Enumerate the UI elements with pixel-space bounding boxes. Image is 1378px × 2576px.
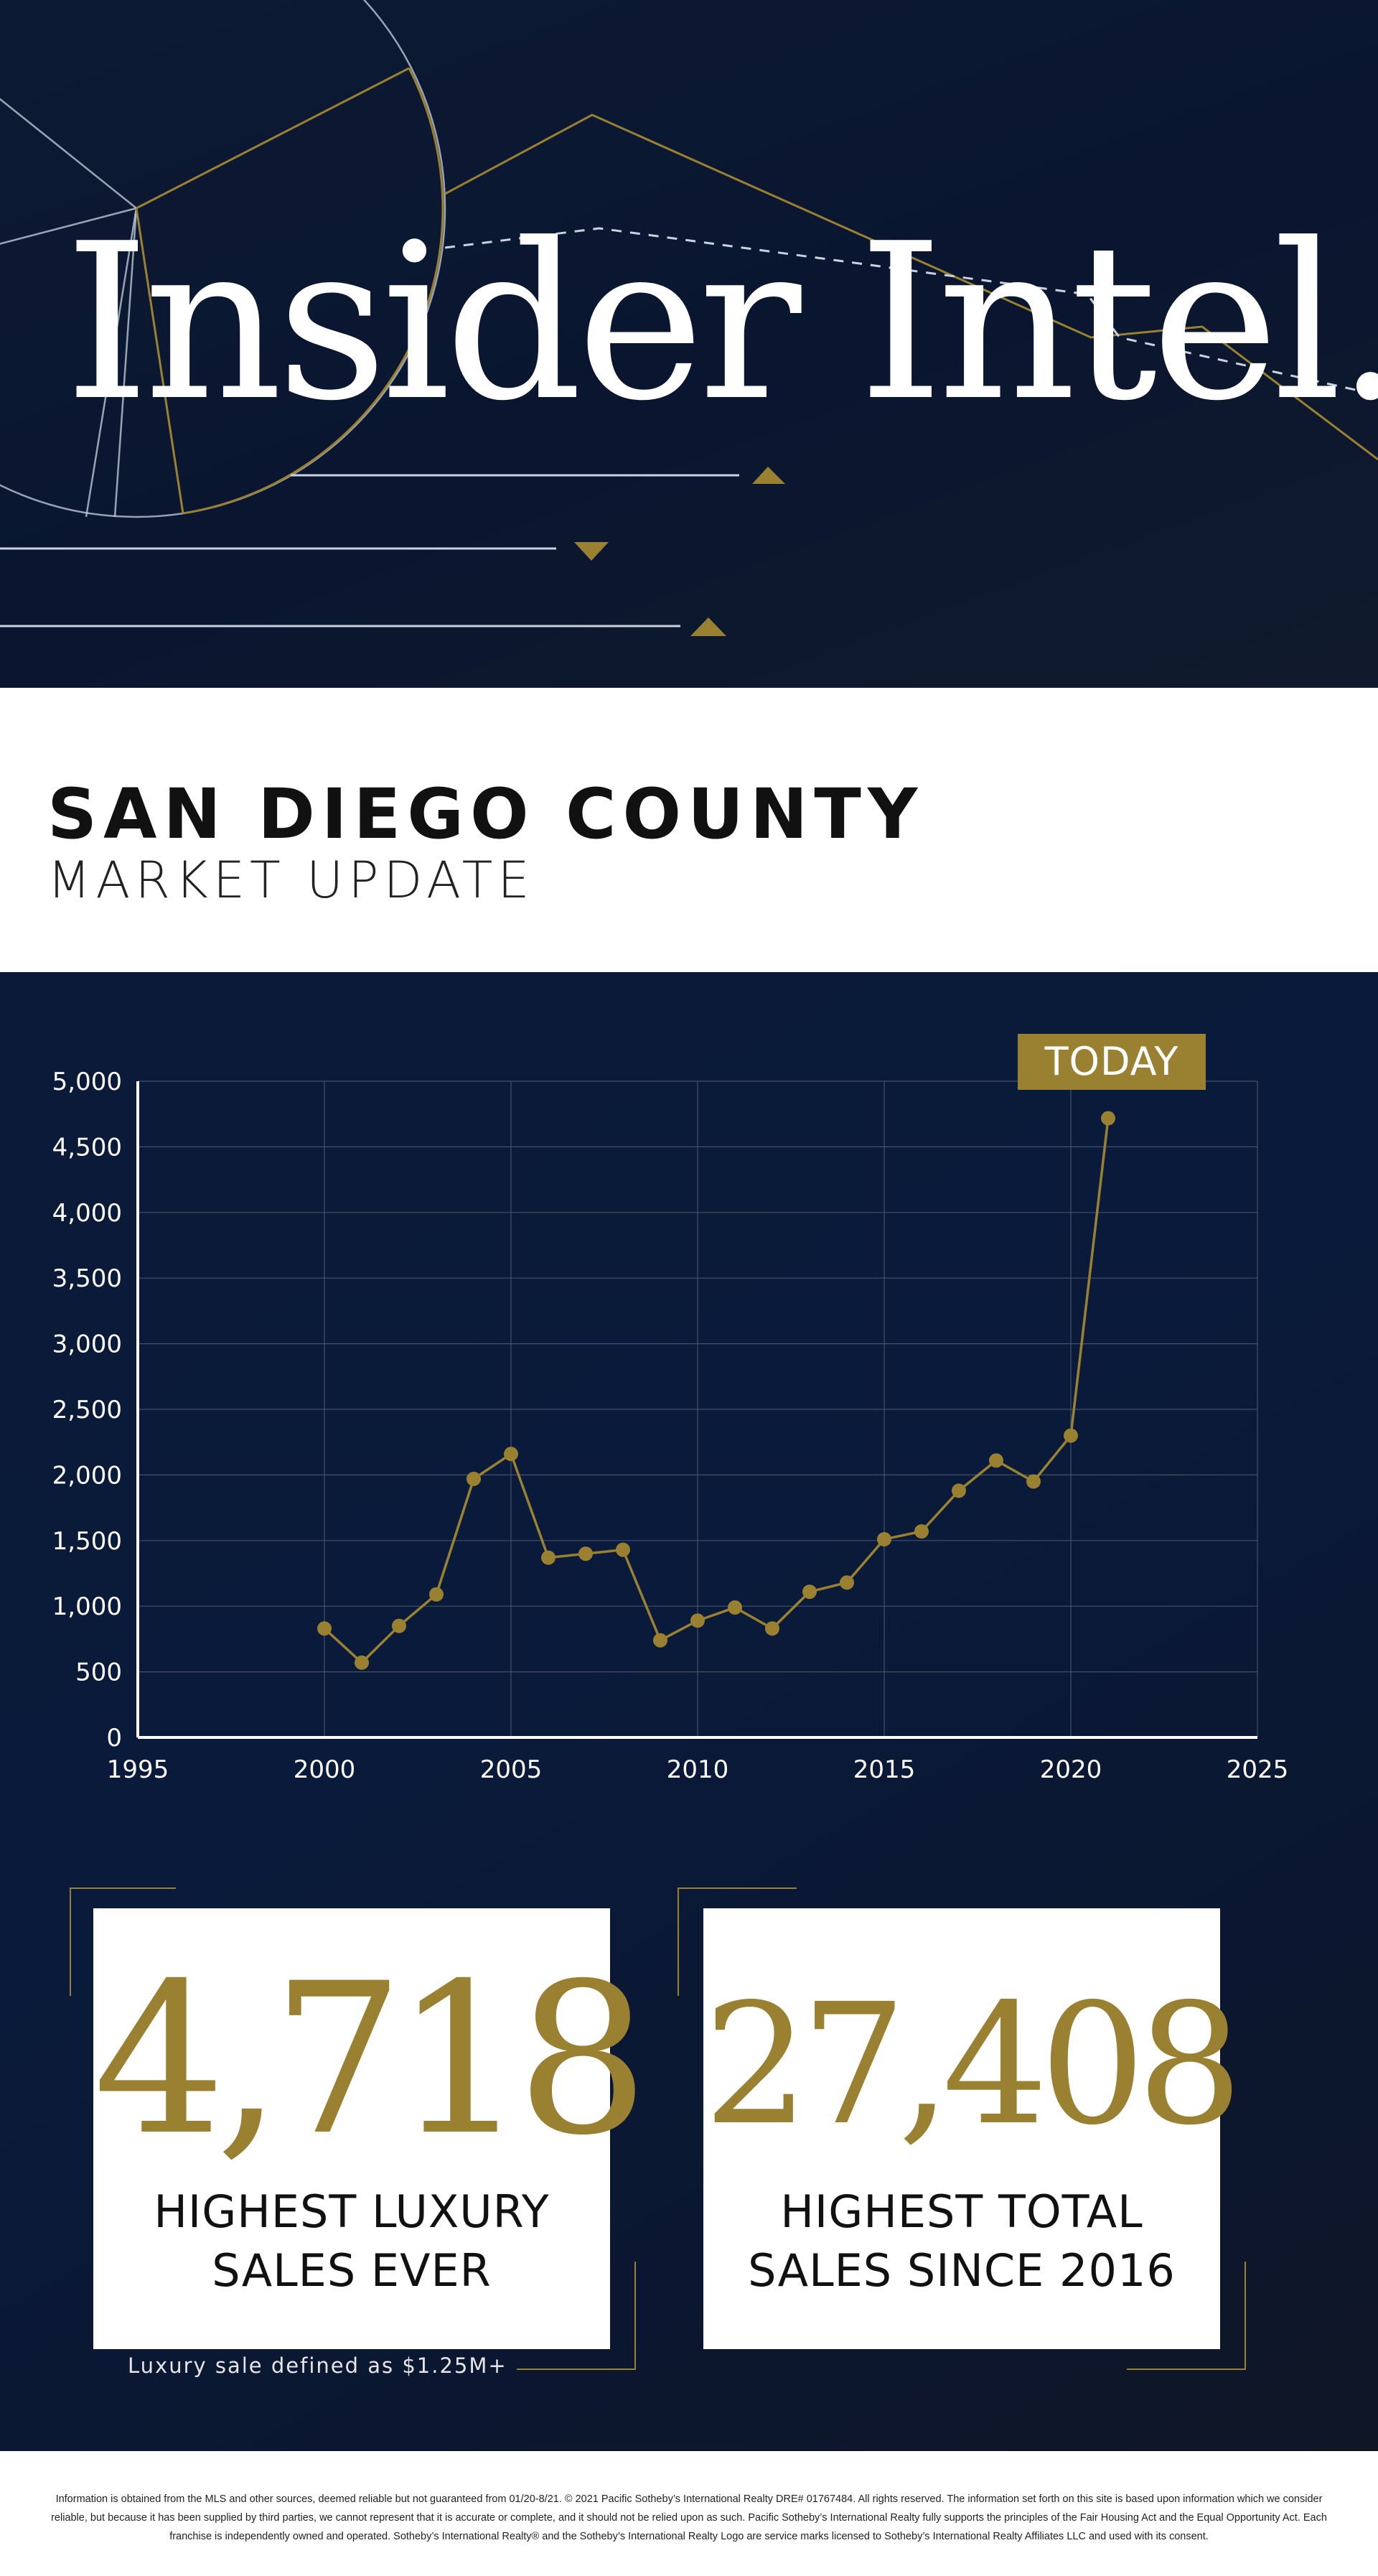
chart-series bbox=[317, 1111, 1115, 1670]
data-point bbox=[802, 1585, 817, 1600]
x-tick-label: 1995 bbox=[107, 1755, 169, 1784]
data-point bbox=[989, 1453, 1003, 1468]
y-tick-label: 5,000 bbox=[52, 1068, 122, 1096]
disclaimer-band bbox=[0, 2451, 1378, 2576]
heading-band bbox=[0, 688, 1378, 972]
data-point bbox=[1101, 1111, 1115, 1126]
hero-decoration bbox=[0, 0, 1378, 636]
stat-card-luxury bbox=[93, 1908, 610, 2349]
x-tick-label: 2010 bbox=[667, 1755, 729, 1784]
data-point bbox=[690, 1613, 705, 1628]
data-point bbox=[765, 1621, 779, 1636]
data-point bbox=[1026, 1474, 1041, 1489]
card-corner-accents bbox=[70, 1887, 1246, 2370]
data-point bbox=[1064, 1428, 1078, 1443]
y-tick-label: 3,000 bbox=[52, 1330, 122, 1359]
x-axis-ticks: 1995 2000 2005 2010 2015 2020 2025 bbox=[107, 1755, 1289, 1784]
y-tick-label: 4,500 bbox=[52, 1133, 122, 1162]
hero-title: Insider Intel. bbox=[65, 197, 1378, 448]
chart-axes bbox=[136, 1081, 1257, 1739]
data-point bbox=[467, 1471, 481, 1486]
data-point bbox=[541, 1550, 556, 1565]
page-title: SAN DIEGO COUNTY bbox=[47, 774, 924, 854]
stat-value-luxury: 4,718 bbox=[93, 1939, 649, 2181]
data-point bbox=[840, 1575, 854, 1590]
data-point bbox=[578, 1546, 593, 1562]
legal-disclaimer: Information is obtained from the MLS and… bbox=[51, 2493, 1327, 2542]
y-tick-label: 500 bbox=[75, 1658, 122, 1687]
data-point bbox=[355, 1655, 369, 1670]
data-point bbox=[877, 1531, 891, 1546]
y-tick-label: 0 bbox=[106, 1724, 122, 1753]
data-point bbox=[914, 1524, 929, 1539]
y-tick-label: 1,500 bbox=[52, 1527, 122, 1556]
series-line bbox=[323, 1118, 1110, 1665]
data-point bbox=[317, 1621, 332, 1636]
today-label: TODAY bbox=[1044, 1039, 1179, 1084]
y-tick-label: 1,000 bbox=[52, 1592, 122, 1621]
stat-label-total: HIGHEST TOTAL SALES SINCE 2016 bbox=[748, 2185, 1176, 2297]
stat-card-total bbox=[703, 1908, 1220, 2349]
data-point bbox=[429, 1587, 444, 1602]
y-tick-label: 2,000 bbox=[52, 1461, 122, 1490]
page-subtitle: MARKET UPDATE bbox=[47, 851, 535, 910]
chart-grid bbox=[138, 1081, 1258, 1737]
y-tick-label: 2,500 bbox=[52, 1396, 122, 1424]
x-tick-label: 2005 bbox=[480, 1755, 543, 1784]
data-point bbox=[504, 1447, 518, 1462]
luxury-sales-chart: 0 500 1,000 1,500 2,000 2,500 3,000 3,500 4,000 4… bbox=[52, 1068, 1289, 1784]
stat-value-total: 27,408 bbox=[703, 1968, 1243, 2162]
luxury-definition-note: Luxury sale defined as $1.25M+ bbox=[128, 2353, 507, 2378]
x-tick-label: 2000 bbox=[294, 1755, 356, 1784]
hero-banner: Insider Intel. bbox=[0, 0, 1378, 688]
data-point bbox=[392, 1618, 406, 1633]
x-tick-label: 2020 bbox=[1040, 1755, 1102, 1784]
y-tick-label: 3,500 bbox=[52, 1264, 122, 1293]
y-axis-ticks: 0 500 1,000 1,500 2,000 2,500 3,000 3,500 4,000 4… bbox=[52, 1068, 122, 1753]
x-tick-label: 2015 bbox=[853, 1755, 916, 1784]
y-tick-label: 4,000 bbox=[52, 1199, 122, 1228]
data-point bbox=[728, 1600, 742, 1615]
data-point bbox=[616, 1542, 630, 1557]
stat-label-luxury: HIGHEST LUXURY SALES EVER bbox=[154, 2185, 550, 2297]
data-point bbox=[653, 1633, 667, 1648]
x-tick-label: 2025 bbox=[1227, 1755, 1289, 1784]
today-badge bbox=[1018, 1034, 1206, 1090]
data-point bbox=[952, 1483, 966, 1498]
